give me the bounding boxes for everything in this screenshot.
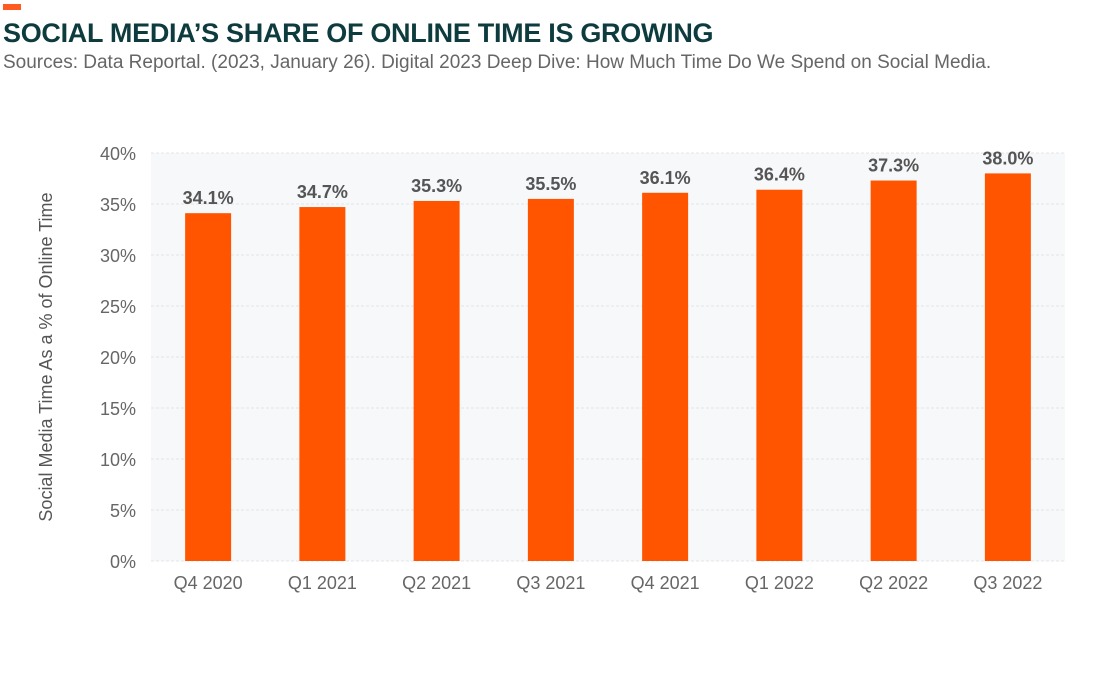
- data-label: 36.1%: [640, 168, 691, 188]
- x-tick-label: Q1 2022: [745, 573, 814, 593]
- x-tick-label: Q2 2022: [859, 573, 928, 593]
- y-tick-label: 40%: [100, 144, 136, 164]
- bar: [642, 192, 689, 561]
- data-label: 34.7%: [297, 182, 348, 202]
- data-label: 34.1%: [183, 188, 234, 208]
- data-label: 35.5%: [525, 174, 576, 194]
- bar: [413, 200, 460, 561]
- data-label: 38.0%: [982, 148, 1033, 168]
- bar: [185, 213, 232, 561]
- y-axis-label: Social Media Time As a % of Online Time: [36, 192, 56, 521]
- y-tick-label: 10%: [100, 450, 136, 470]
- x-tick-label: Q4 2021: [631, 573, 700, 593]
- chart-source: Sources: Data Reportal. (2023, January 2…: [3, 52, 992, 73]
- data-label: 36.4%: [754, 165, 805, 185]
- y-tick-label: 5%: [110, 501, 136, 521]
- y-tick-label: 30%: [100, 246, 136, 266]
- accent-bar: [3, 4, 21, 10]
- bar: [870, 180, 917, 562]
- x-tick-label: Q1 2021: [288, 573, 357, 593]
- y-tick-label: 0%: [110, 552, 136, 572]
- x-tick-label: Q3 2021: [516, 573, 585, 593]
- x-tick-label: Q4 2020: [174, 573, 243, 593]
- bar: [527, 198, 574, 561]
- data-label: 37.3%: [868, 156, 919, 176]
- x-tick-label: Q3 2022: [973, 573, 1042, 593]
- bar: [984, 173, 1031, 561]
- data-label: 35.3%: [411, 176, 462, 196]
- chart-title: SOCIAL MEDIA’S SHARE OF ONLINE TIME IS G…: [3, 18, 714, 48]
- x-tick-label: Q2 2021: [402, 573, 471, 593]
- bar: [299, 207, 346, 561]
- bar: [756, 189, 803, 561]
- y-tick-label: 15%: [100, 399, 136, 419]
- y-tick-label: 20%: [100, 348, 136, 368]
- y-tick-label: 35%: [100, 195, 136, 215]
- y-tick-label: 25%: [100, 297, 136, 317]
